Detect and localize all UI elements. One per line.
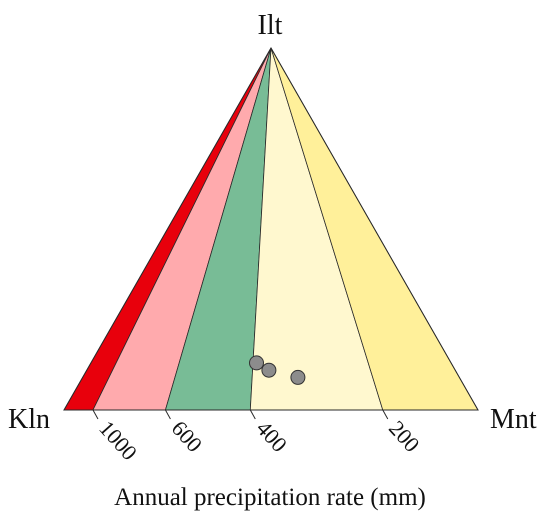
sample-point-2 bbox=[261, 362, 277, 378]
tick-label-1000: 1000 bbox=[94, 416, 142, 465]
tick-label-400: 400 bbox=[252, 416, 293, 457]
tick-mark-600 bbox=[164, 409, 171, 420]
tick-mark-400 bbox=[249, 409, 256, 420]
precipitation-zones bbox=[63, 47, 479, 411]
tick-mark-1000 bbox=[92, 409, 99, 420]
triangle-outline bbox=[63, 46, 479, 411]
tick-label-600: 600 bbox=[167, 416, 208, 457]
tick-label-200: 200 bbox=[384, 416, 425, 457]
sample-point-3 bbox=[290, 369, 306, 385]
sample-point-1 bbox=[249, 355, 264, 371]
triangle-border bbox=[63, 46, 479, 411]
vertex-label-mnt: Mnt bbox=[490, 404, 537, 435]
vertex-label-ilt: Ilt bbox=[258, 10, 283, 41]
precipitation-ticks: 1000 600 400 200 bbox=[92, 409, 425, 465]
axis-title: Annual precipitation rate (mm) bbox=[114, 484, 426, 511]
sample-points bbox=[249, 355, 306, 385]
vertex-label-kln: Kln bbox=[8, 404, 50, 435]
tick-mark-200 bbox=[382, 409, 389, 420]
